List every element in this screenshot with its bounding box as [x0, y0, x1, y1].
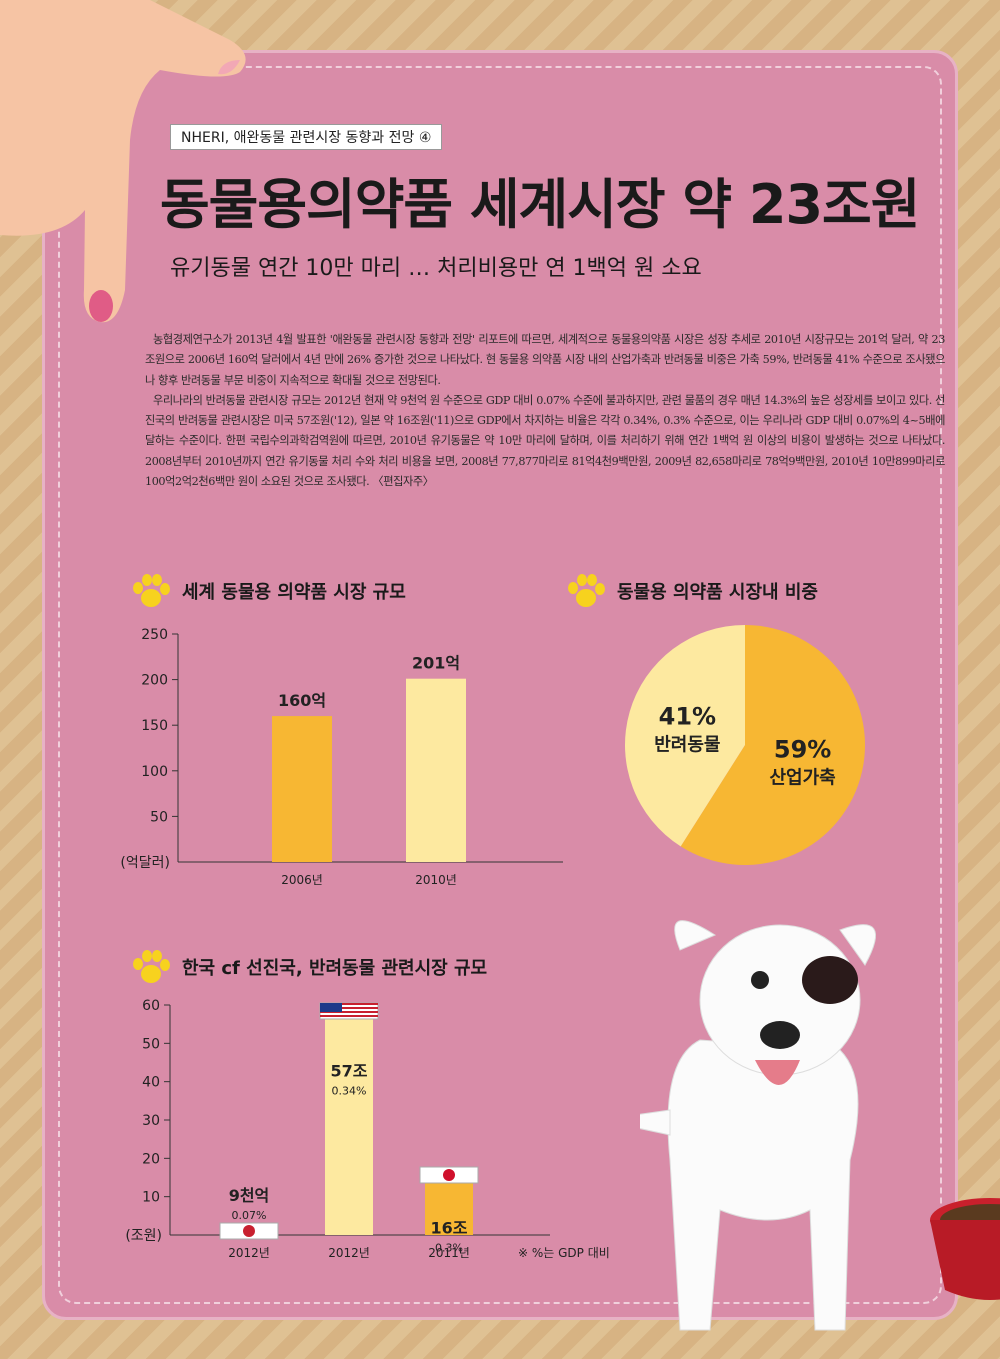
korea-flag-icon [219, 1222, 279, 1240]
gdp-label: 0.07% [232, 1209, 267, 1222]
chart1-header: 세계 동물용 의약품 시장 규모 [130, 572, 406, 610]
data-label: 57조 [331, 1062, 368, 1081]
pie-slice [680, 625, 865, 865]
slice-value-label: 59% [774, 736, 831, 764]
data-label: 160억 [278, 691, 326, 710]
x-tick-label: 2006년 [281, 873, 323, 887]
dog-illustration [640, 920, 876, 1331]
y-axis-label: (억달러) [120, 855, 170, 871]
y-tick-label: 60 [142, 998, 160, 1014]
bar [425, 1173, 473, 1235]
chart3-header: 한국 cf 선진국, 반려동물 관련시장 규모 [130, 948, 487, 986]
y-tick-label: 100 [141, 764, 168, 780]
slice-name-label: 반려동물 [654, 734, 720, 755]
y-tick-label: 250 [141, 627, 168, 643]
market-size-bar-chart: 250 200 150 100 50 (억달러) 2006년 160억 2010년 201억 [120, 627, 563, 887]
y-tick-label: 150 [141, 718, 168, 734]
x-tick-label: 2012년 [328, 1246, 370, 1260]
chart2-header: 동물용 의약품 시장내 비중 [565, 572, 818, 610]
y-tick-label: 10 [142, 1190, 160, 1206]
flag-stripe [320, 1015, 378, 1017]
flag-emblem [243, 1225, 255, 1237]
flag-emblem [443, 1169, 455, 1181]
data-label: 9천억 [229, 1186, 270, 1205]
data-label: 16조 [431, 1219, 468, 1238]
article-paragraph: 우리나라의 반려동물 관련시장 규모는 2012년 현재 약 9천억 원 수준으… [145, 393, 945, 489]
food-bowl-illustration [930, 1198, 1000, 1300]
slice-value-label: 41% [659, 702, 716, 730]
japan-flag-icon [419, 1166, 479, 1184]
article-body: 농협경제연구소가 2013년 4월 발표한 '애완동물 관련시장 동향과 전망'… [145, 330, 945, 492]
gdp-label: 0.3% [435, 1242, 463, 1255]
bar [272, 716, 332, 862]
y-tick-label: 50 [142, 1036, 160, 1052]
pointing-finger-illustration [0, 0, 246, 323]
flag-stripe [320, 1011, 378, 1013]
y-tick-label: 200 [141, 673, 168, 689]
pie-slice [625, 625, 745, 847]
series-tag: NHERⅠ, 애완동물 관련시장 동향과 전망 ④ [170, 124, 443, 150]
y-axis-label: (조원) [125, 1228, 162, 1244]
chart3-title: 한국 cf 선진국, 반려동물 관련시장 규모 [182, 958, 488, 979]
market-share-pie-chart: 59% 산업가축 41% 반려동물 [625, 625, 865, 865]
bar [406, 678, 466, 862]
paw-icon [133, 574, 170, 607]
chart1-title: 세계 동물용 의약품 시장 규모 [182, 582, 406, 603]
flag-stripe [320, 1003, 378, 1005]
page-subtitle: 유기동물 연간 10만 마리 … 처리비용만 연 1백억 원 소요 [170, 256, 702, 281]
flag-canton [320, 1003, 342, 1012]
paw-icon [568, 574, 605, 607]
page-title: 동물용의약품 세계시장 약 23조원 [160, 173, 920, 236]
y-tick-label: 30 [142, 1113, 160, 1129]
pet-market-bar-chart: 60 50 40 30 20 10 (조원) 2012년 9천억 0.07% 2012년 57조 0.3… [125, 998, 610, 1260]
usa-flag-icon [319, 1002, 379, 1020]
x-tick-label: 2012년 [228, 1246, 270, 1260]
flag-stripe [320, 1007, 378, 1009]
data-label: 201억 [412, 654, 460, 673]
bar [325, 1016, 373, 1235]
paw-icon [133, 950, 170, 983]
y-tick-label: 40 [142, 1075, 160, 1091]
gdp-label: 0.34% [332, 1085, 367, 1098]
stitched-border [58, 66, 942, 1304]
x-tick-label: 2011년 [428, 1246, 470, 1260]
y-tick-label: 20 [142, 1151, 160, 1167]
note-text: ※ %는 GDP 대비 [518, 1246, 610, 1260]
y-tick-label: 50 [150, 809, 168, 825]
slice-name-label: 산업가축 [769, 768, 835, 789]
chart2-title: 동물용 의약품 시장내 비중 [617, 582, 818, 603]
x-tick-label: 2010년 [415, 873, 457, 887]
article-paragraph: 농협경제연구소가 2013년 4월 발표한 '애완동물 관련시장 동향과 전망'… [145, 333, 945, 387]
